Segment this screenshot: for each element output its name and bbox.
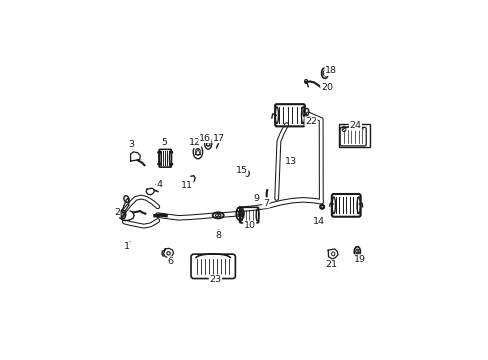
- Text: 17: 17: [212, 134, 224, 143]
- Text: 8: 8: [215, 230, 221, 239]
- Bar: [338, 124, 369, 147]
- Text: 2: 2: [114, 208, 120, 217]
- Text: 18: 18: [325, 66, 336, 75]
- Text: 20: 20: [320, 83, 332, 92]
- Text: 16: 16: [199, 134, 210, 143]
- Text: 7: 7: [263, 199, 268, 208]
- Text: 5: 5: [162, 139, 167, 148]
- Text: 3: 3: [127, 140, 134, 149]
- Text: 23: 23: [209, 275, 221, 284]
- Text: 14: 14: [313, 217, 325, 226]
- Text: 13: 13: [284, 157, 296, 166]
- Text: 6: 6: [167, 257, 173, 266]
- Text: 24: 24: [349, 121, 361, 130]
- Text: 11: 11: [181, 181, 192, 190]
- Text: 1: 1: [124, 242, 130, 251]
- Text: 19: 19: [353, 255, 366, 264]
- Text: 22: 22: [305, 117, 316, 126]
- Text: 10: 10: [244, 221, 255, 230]
- Text: 15: 15: [235, 166, 247, 175]
- Text: 21: 21: [325, 261, 337, 269]
- Text: 4: 4: [156, 180, 162, 189]
- Text: 9: 9: [253, 194, 259, 203]
- Text: 12: 12: [188, 139, 200, 148]
